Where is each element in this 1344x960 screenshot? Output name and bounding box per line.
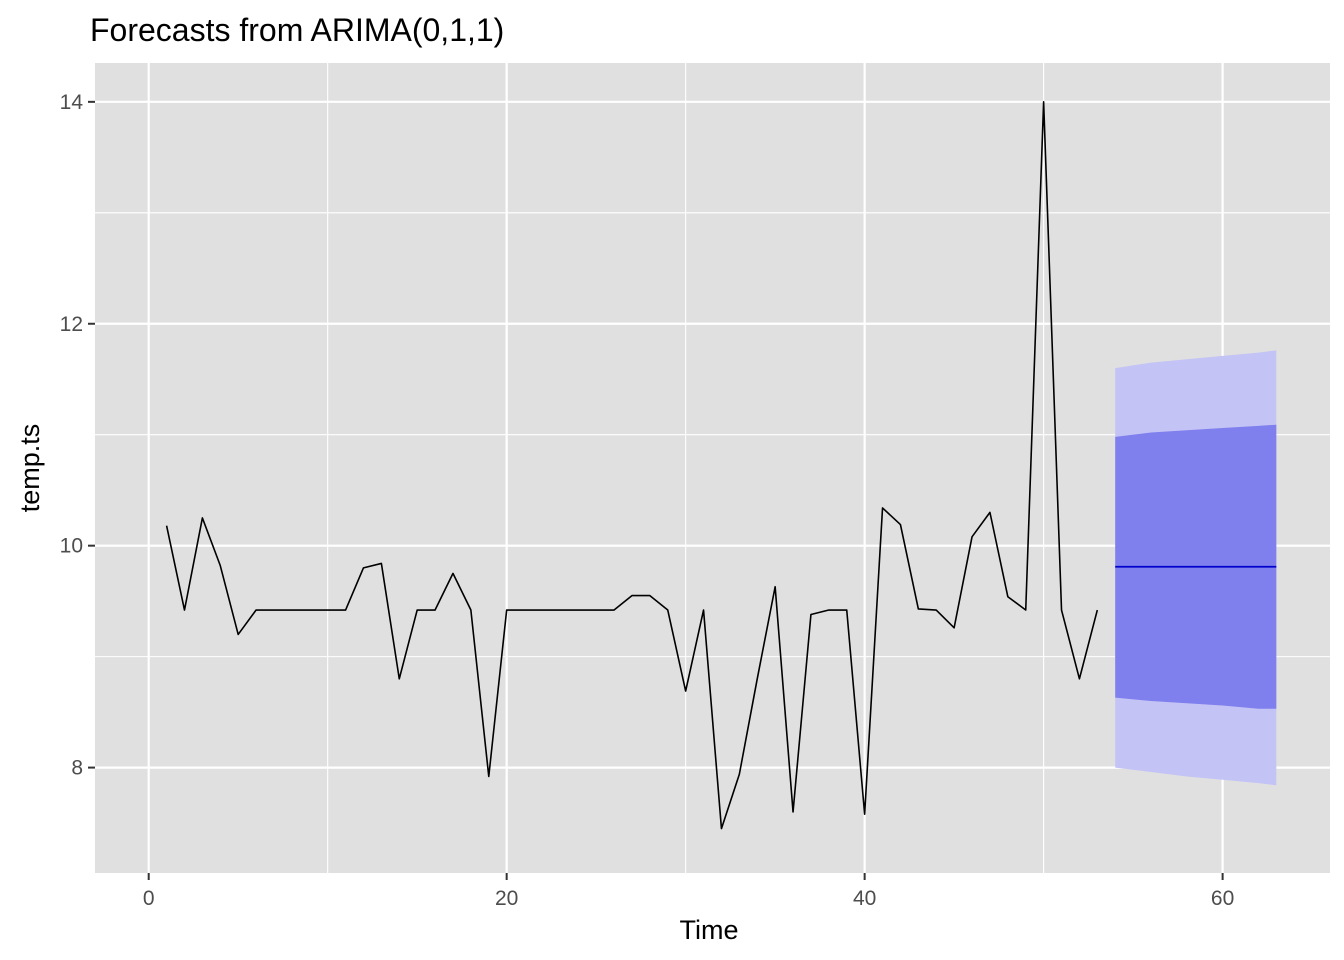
x-tick-label: 60 bbox=[1211, 887, 1234, 910]
x-tick-label: 0 bbox=[143, 887, 155, 910]
prediction-intervals bbox=[1115, 350, 1277, 786]
y-tick-label: 8 bbox=[71, 757, 83, 780]
y-tick-label: 12 bbox=[60, 313, 83, 336]
y-tick-label: 10 bbox=[60, 535, 83, 558]
series-line bbox=[165, 101, 1099, 830]
y-tick-label: 14 bbox=[60, 91, 84, 114]
grid-minor bbox=[95, 63, 1330, 873]
chart-title: Forecasts from ARIMA(0,1,1) bbox=[90, 12, 504, 48]
x-axis-title: Time bbox=[680, 915, 739, 945]
axes: 0 20 40 60 8 10 12 14 bbox=[60, 91, 1235, 910]
series-lines bbox=[165, 101, 1277, 830]
x-tick-label: 20 bbox=[495, 887, 518, 910]
x-tick-label: 40 bbox=[853, 887, 876, 910]
y-axis-title: temp.ts bbox=[15, 424, 45, 513]
